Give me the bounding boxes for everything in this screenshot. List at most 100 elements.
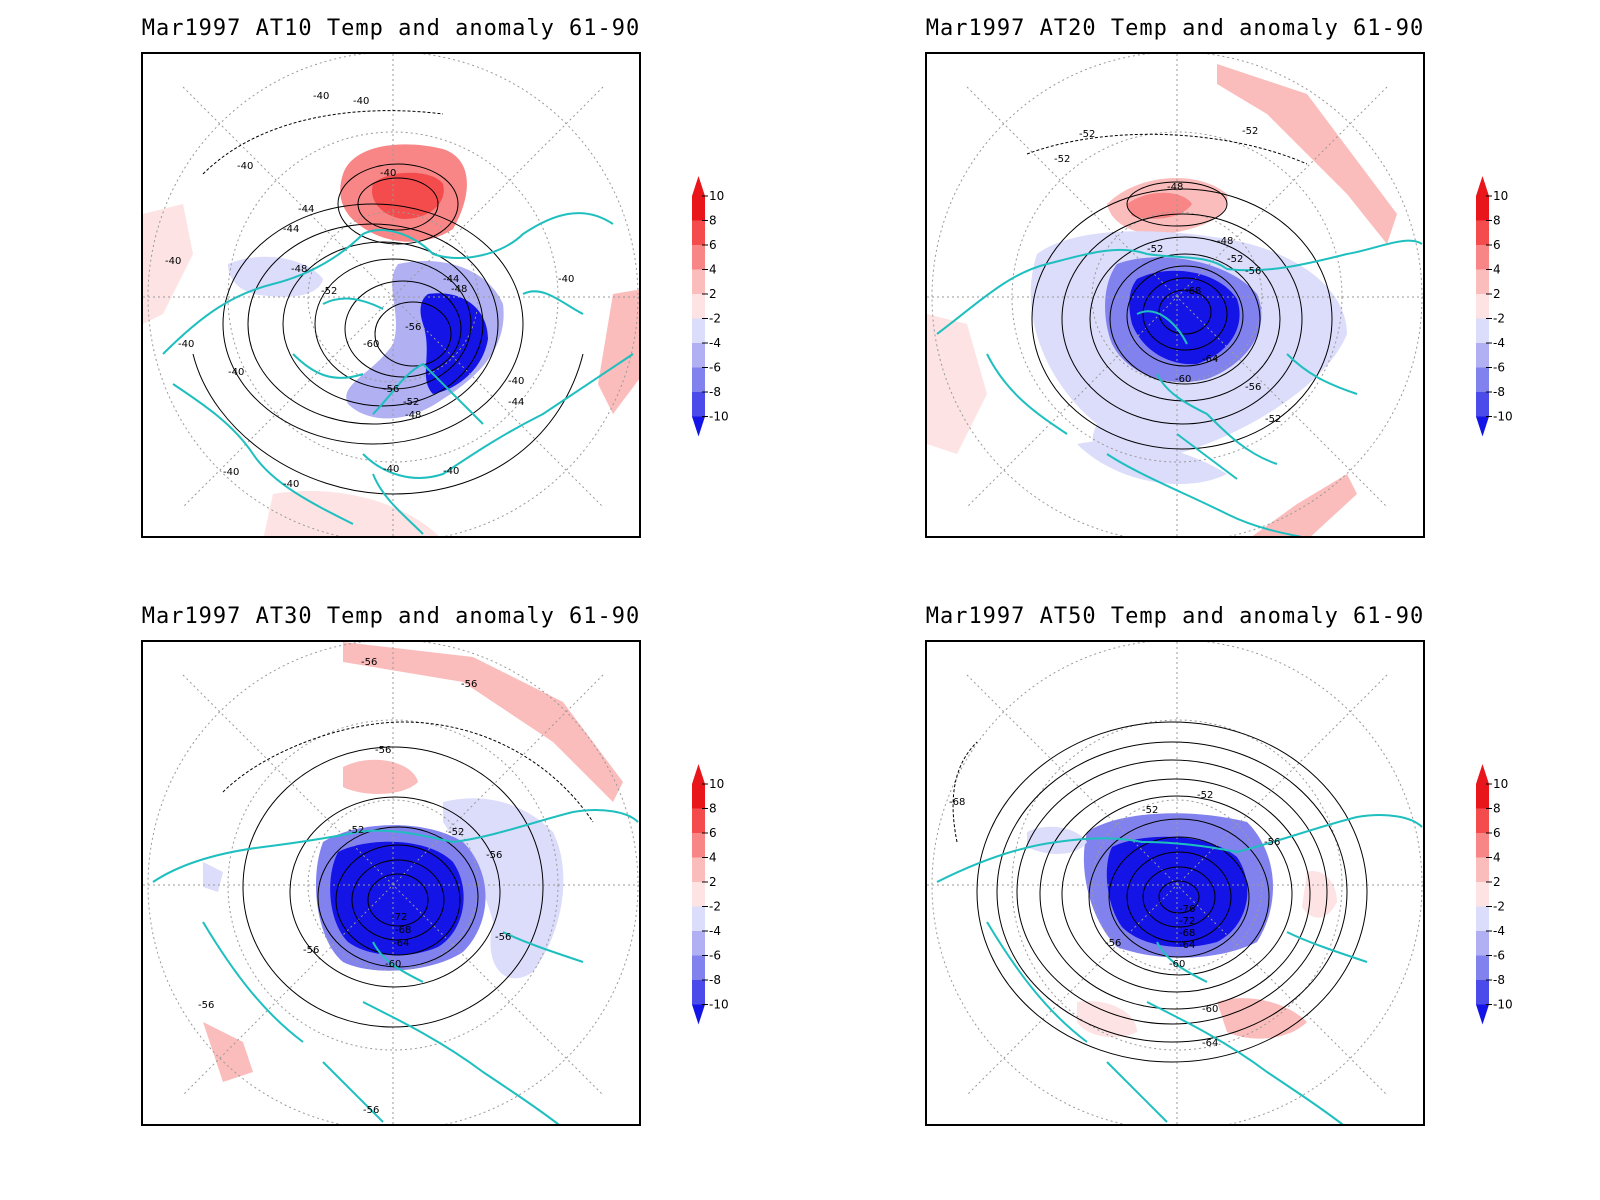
contour-label: -52 <box>1054 154 1071 165</box>
contour-label: -56 <box>1245 382 1262 393</box>
contour-label: -44 <box>508 397 525 408</box>
colorbar-label: -4 <box>709 336 721 350</box>
colorbar-segment <box>692 906 705 932</box>
contour-label: -56 <box>405 322 422 333</box>
contour-label: -40 <box>228 367 245 378</box>
contour-label: -52 <box>1242 126 1259 137</box>
contour-label: -40 <box>380 168 397 179</box>
contour-label: -44 <box>443 274 460 285</box>
colorbar-min-arrow <box>1476 416 1489 437</box>
colorbar-label: -10 <box>709 410 729 424</box>
warm-anomaly-se <box>1252 474 1357 536</box>
colorbar-label: -4 <box>1493 924 1505 938</box>
polar-map: -52 -52 -52 -48 -48 -52 -52 -56 -68 -64 … <box>925 52 1425 538</box>
contour-label: -48 <box>291 264 308 275</box>
meridians <box>143 54 639 536</box>
colorbar-label: 10 <box>1493 189 1508 203</box>
panel-title: Mar1997 AT30 Temp and anomaly 61-90 <box>141 604 641 629</box>
colorbar-segment <box>1476 269 1489 295</box>
warm-anomaly-south <box>203 1022 253 1082</box>
colorbar-svg: 10 8 6 4 2 -2 -4 -6 -8 -10 <box>692 764 729 1025</box>
contour-label: -60 <box>1169 959 1186 970</box>
colorbar: 10 8 6 4 2 -2 -4 -6 -8 -10 <box>690 174 750 458</box>
contour-label: -68 <box>1179 928 1196 939</box>
colorbar-label: 2 <box>709 875 717 889</box>
cool-anomaly-west <box>1027 826 1087 854</box>
contour-label: -56 <box>1245 266 1262 277</box>
colorbar-label: 6 <box>1493 826 1501 840</box>
warm-anomaly-north <box>343 642 623 802</box>
contour-label: -40 <box>558 274 575 285</box>
colorbar-svg: 10 8 6 4 2 -2 -4 -6 -8 -10 <box>1476 176 1513 437</box>
colorbar-segment <box>1476 220 1489 246</box>
contour-label: -44 <box>298 204 315 215</box>
contour-label: -56 <box>198 1000 215 1011</box>
colorbar-segment <box>692 343 705 368</box>
colorbar-segment <box>1476 857 1489 883</box>
cool-anomaly-west <box>228 256 323 297</box>
colorbar-label: -10 <box>709 998 729 1012</box>
contour-label: -40 <box>165 256 182 267</box>
warm-anomaly-south <box>263 491 439 536</box>
contour-label: -60 <box>1175 374 1192 385</box>
contour-label: -52 <box>1265 414 1282 425</box>
contour-label: -56 <box>486 850 503 861</box>
warm-anomaly-core <box>372 172 444 219</box>
contour-label: -48 <box>451 284 468 295</box>
colorbar-label: 2 <box>709 287 717 301</box>
panel-title: Mar1997 AT50 Temp and anomaly 61-90 <box>925 604 1425 629</box>
contour-label: -64 <box>1202 1038 1219 1049</box>
colorbar-segment <box>1476 882 1489 907</box>
colorbar-min-arrow <box>692 416 705 437</box>
contour-label: -64 <box>393 938 410 949</box>
colorbar-segment <box>692 318 705 344</box>
colorbar-label: 2 <box>1493 287 1501 301</box>
coastlines <box>162 212 634 535</box>
colorbar-segment <box>1476 833 1489 858</box>
colorbar-svg: 10 8 6 4 2 -2 -4 -6 -8 -10 <box>692 176 729 437</box>
contour-label: -56 <box>383 384 400 395</box>
colorbar-segment <box>1476 906 1489 932</box>
colorbar-label: -2 <box>709 900 721 914</box>
contour-label: -40 <box>223 467 240 478</box>
polar-map: -40 -40 -40 -44 -44 -40 -48 -52 -56 -60 … <box>141 52 641 538</box>
contour-label: -60 <box>1202 1004 1219 1015</box>
contour-label: -40 <box>443 466 460 477</box>
colorbar-segment <box>692 882 705 907</box>
colorbar-label: 8 <box>1493 802 1501 816</box>
contour-label: -72 <box>391 912 408 923</box>
polar-map: -68 -52 -52 -56 -76 -72 -68 -64 -56 -60 … <box>925 640 1425 1126</box>
contour-label: -40 <box>353 96 370 107</box>
colorbar-segment <box>692 294 705 319</box>
contour-label: -60 <box>363 339 380 350</box>
coastlines <box>936 814 1423 1124</box>
colorbar-label: 4 <box>709 263 717 277</box>
meridians <box>927 642 1423 1124</box>
colorbar-label: -4 <box>709 924 721 938</box>
map-svg <box>143 54 639 536</box>
map-svg <box>927 642 1423 1124</box>
colorbar-segment <box>1476 245 1489 270</box>
warm-anomaly-south <box>1217 998 1307 1039</box>
contour-label: -60 <box>385 959 402 970</box>
contour-label: -40 <box>313 91 330 102</box>
colorbar-label: -2 <box>1493 312 1505 326</box>
contour-label: -56 <box>1264 837 1281 848</box>
contour-label: -68 <box>395 925 412 936</box>
colorbar-label: 10 <box>709 777 724 791</box>
colorbar-label: 10 <box>709 189 724 203</box>
colorbar-label: -4 <box>1493 336 1505 350</box>
colorbar-segment <box>1476 784 1489 809</box>
warm-anomaly-se <box>1077 1001 1137 1038</box>
colorbar-segment <box>1476 343 1489 368</box>
contour-label: -56 <box>363 1105 380 1116</box>
colorbar-segment <box>1476 367 1489 393</box>
contour-label: -40 <box>283 479 300 490</box>
colorbar: 10 8 6 4 2 -2 -4 -6 -8 -10 <box>1474 762 1534 1046</box>
colorbar-label: 4 <box>709 851 717 865</box>
contour-label: -52 <box>1079 129 1096 140</box>
coastlines <box>936 239 1423 536</box>
temperature-contours <box>952 721 1368 1063</box>
colorbar-label: -10 <box>1493 410 1513 424</box>
colorbar-label: -6 <box>709 949 721 963</box>
